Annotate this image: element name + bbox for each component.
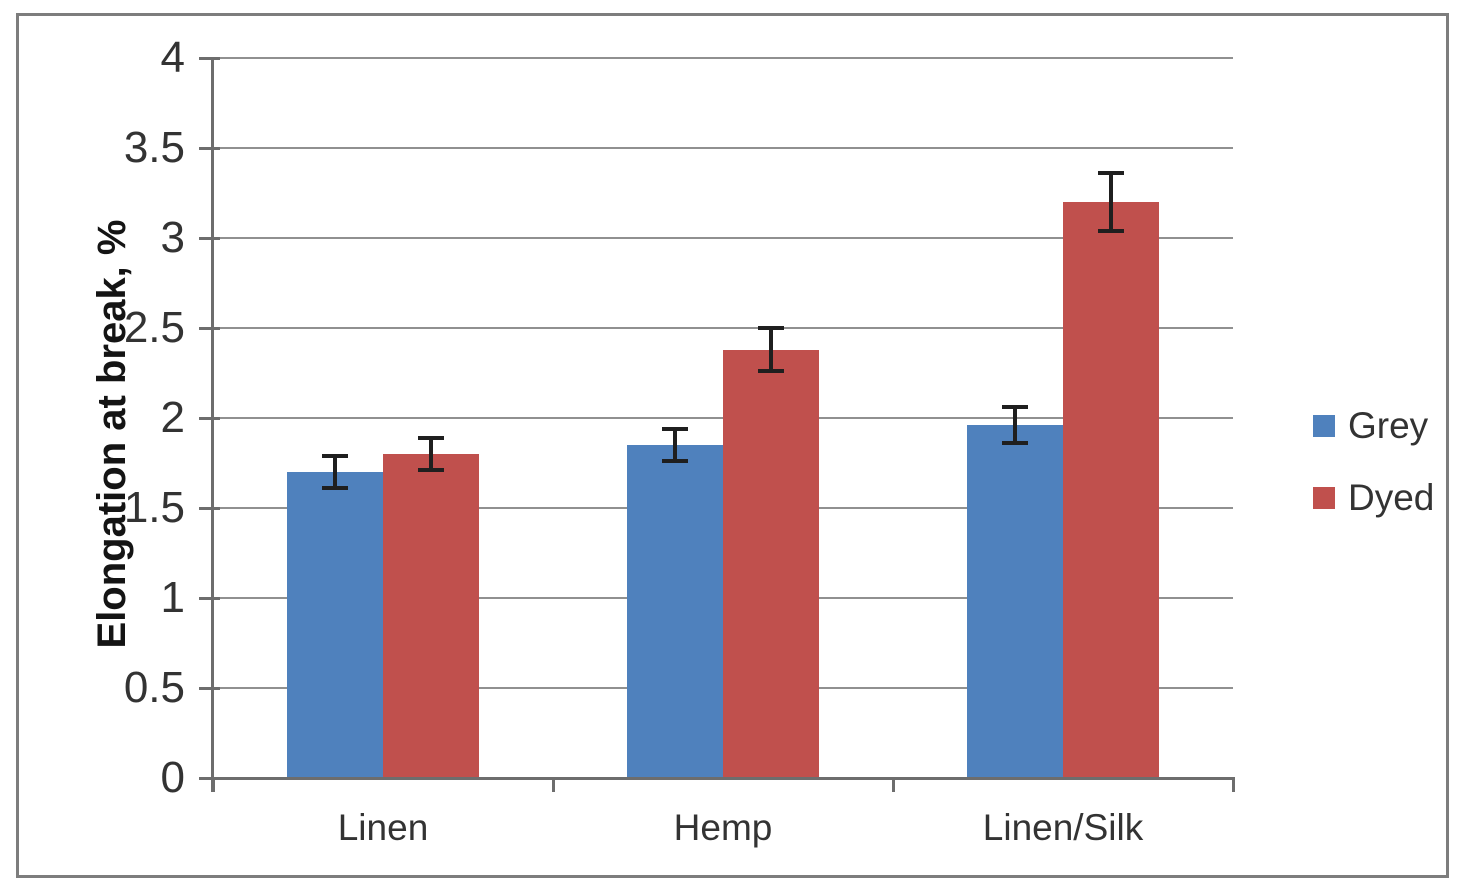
y-axis-tick [199, 237, 220, 240]
bar-dyed-0 [383, 454, 479, 777]
error-bar-cap-bottom [1098, 228, 1124, 233]
legend-swatch-grey [1313, 415, 1335, 437]
legend-entry-grey: Grey [1313, 404, 1434, 448]
error-bar-cap-top [1002, 405, 1028, 410]
y-tick-label: 3 [160, 213, 185, 262]
x-axis-tick [1232, 777, 1235, 792]
y-axis-tick [199, 57, 220, 60]
error-bar-stem [1013, 407, 1017, 444]
y-axis-tick [199, 327, 220, 330]
x-category-label: Hemp [673, 807, 773, 848]
error-bar-cap-top [662, 426, 688, 431]
error-bar-stem [1109, 173, 1113, 231]
y-tick-label: 2 [160, 393, 185, 442]
x-axis-line [211, 777, 1235, 780]
y-axis-tick [199, 687, 220, 690]
y-axis-line [211, 58, 214, 792]
legend: Grey Dyed [1313, 404, 1434, 548]
legend-swatch-dyed [1313, 487, 1335, 509]
y-axis-tick [199, 597, 220, 600]
chart-border: Elongation at break, % Linen Hemp Linen/Si… [16, 13, 1449, 878]
error-bar-cap-bottom [322, 486, 348, 491]
y-tick-label: 1.5 [123, 483, 185, 532]
x-axis-tick [212, 777, 215, 792]
y-tick-label: 0.5 [123, 663, 185, 712]
gridline [213, 237, 1233, 239]
error-bar-cap-top [418, 435, 444, 440]
gridline [213, 327, 1233, 329]
error-bar-stem [769, 328, 773, 372]
error-bar-cap-top [322, 453, 348, 458]
x-axis-tick [892, 777, 895, 792]
legend-label: Dyed [1348, 477, 1435, 518]
error-bar-cap-top [758, 326, 784, 330]
error-bar-cap-bottom [1002, 441, 1028, 446]
y-tick-label: 4 [160, 33, 185, 82]
bar-grey-2 [967, 425, 1063, 777]
x-axis-tick [552, 777, 555, 792]
x-category-label: Linen/Silk [982, 807, 1144, 848]
y-tick-label: 2.5 [123, 303, 185, 352]
error-bar-stem [673, 428, 677, 462]
bar-grey-1 [627, 445, 723, 777]
bar-dyed-2 [1063, 202, 1159, 777]
gridline [213, 57, 1233, 59]
y-axis-tick [199, 147, 220, 150]
y-tick-label: 0 [160, 753, 185, 802]
y-axis-tick [199, 777, 220, 780]
x-category-label: Linen [337, 807, 429, 848]
legend-entry-dyed: Dyed [1313, 476, 1434, 520]
error-bar-stem [333, 455, 337, 489]
bar-dyed-1 [723, 349, 819, 777]
y-tick-label: 1 [160, 573, 185, 622]
y-axis-tick [199, 507, 220, 510]
legend-label: Grey [1348, 405, 1429, 446]
bar-grey-0 [287, 472, 383, 777]
error-bar-cap-top [1098, 171, 1124, 176]
error-bar-cap-bottom [662, 459, 688, 464]
y-axis-tick [199, 417, 220, 420]
error-bar-stem [429, 437, 433, 471]
error-bar-cap-bottom [418, 468, 444, 473]
error-bar-cap-bottom [758, 369, 784, 374]
gridline [213, 147, 1233, 149]
y-tick-label: 3.5 [123, 123, 185, 172]
